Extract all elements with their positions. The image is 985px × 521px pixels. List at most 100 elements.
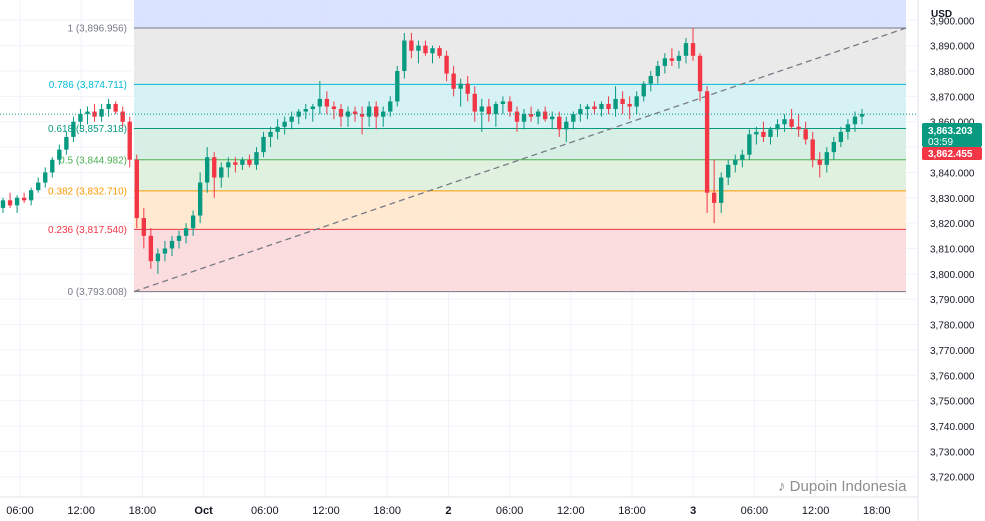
candle-body [690,43,696,56]
candle-body [838,131,844,142]
candle-body [162,248,168,254]
secondary-price-tag [922,147,982,160]
candle-body [7,200,13,206]
candle-body [585,106,590,110]
price-tick-label: 3,840.000 [930,168,975,179]
fibonacci-label: 0.5 (3,844.982) [59,155,127,166]
time-tick-label: Oct [194,505,213,517]
candle-body [36,182,41,191]
candle-body [472,93,477,112]
candle-body [676,55,682,61]
fibonacci-zone [134,190,906,230]
fibonacci-zones [134,0,906,292]
candle-body [486,106,492,115]
candle-body [247,159,252,165]
candle-body [338,109,344,117]
fibonacci-label: 0.618 (3,857.318) [48,124,127,135]
candle-body [465,83,470,94]
candle-body [219,167,224,178]
candle-body [451,73,456,89]
fibonacci-zone [134,159,906,191]
candle-body [704,91,710,193]
candle-body [359,114,365,117]
candle-body [634,96,639,107]
candle-body [409,40,414,51]
candle-body [500,101,506,104]
candle-body [557,116,562,130]
candle-body [141,218,147,236]
candle-body [641,83,646,97]
price-tick-label: 3,800.000 [930,270,975,281]
price-tick-label: 3,870.000 [930,92,975,103]
time-tick-label: 12:00 [67,505,95,517]
price-tick-label: 3,830.000 [930,194,975,205]
candle-body [648,76,653,84]
candle-body [148,235,154,262]
candle-body [733,159,738,165]
candle-body [190,215,196,229]
candle-body [310,106,315,110]
current-price-value: 3,863.203 [928,126,973,137]
candle-body [317,98,323,107]
candle-body [226,162,231,168]
time-tick-label: 18:00 [863,505,891,517]
currency-label: USD [931,9,952,20]
candle-body [599,103,604,110]
candle-body [613,98,618,110]
price-tags: 3,863.203 03:59 3,862.455 [922,123,982,160]
time-tick-label: 3 [690,505,696,517]
candle-body [113,103,118,112]
candle-body [78,114,83,122]
time-axis[interactable]: 06:00 12:00 18:00 Oct 06:00 12:00 18:00 2 06:00 1… [0,496,918,517]
candle-body [268,131,273,137]
price-tick-label: 3,880.000 [930,67,975,78]
candle-body [50,159,55,173]
countdown-value: 03:59 [928,137,953,148]
candle-body [176,235,182,241]
candle-body [845,124,851,132]
fibonacci-levels[interactable]: 1 (3,896.956) 0.786 (3,874.711) 0.618 (3,8… [48,24,906,299]
candle-body [197,182,203,216]
candle-body [761,131,766,137]
candle-body [662,58,668,66]
fibonacci-label: 0.786 (3,874.711) [49,80,127,91]
candle-body [606,103,611,110]
candle-body [824,152,829,165]
candle-body [233,162,238,165]
price-tick-label: 3,770.000 [930,346,975,357]
candle-body [831,142,837,153]
price-tick-label: 3,750.000 [930,397,975,408]
time-tick-label: 18:00 [618,505,646,517]
time-tick-label: 2 [445,505,451,517]
candle-body [507,101,513,112]
candle-body [789,119,794,127]
time-tick-label: 18:00 [373,505,401,517]
candle-body [430,48,435,54]
candle-body [366,106,372,117]
trend-line[interactable] [133,27,907,293]
candle-body [852,116,858,125]
candle-body [14,197,20,206]
candle-body [620,98,625,104]
candle-body [373,106,379,117]
candle-body [92,111,97,117]
price-tick-label: 3,730.000 [930,447,975,458]
candle-body [28,190,34,201]
price-axis[interactable]: USD 3,900.000 3,890.000 3,880.000 3,870.000… [917,0,985,521]
candle-body [275,126,280,132]
candle-body [0,200,6,208]
candle-body [782,119,787,125]
candle-body [402,40,407,71]
fibonacci-label: 0 (3,793.008) [68,287,128,298]
candle-body [564,121,569,130]
candle-body [169,240,175,249]
candle-body [254,152,259,165]
fibonacci-label: 0.382 (3,832.710) [48,186,127,197]
candle-body [71,121,76,137]
candle-body [740,154,745,160]
time-tick-label: 18:00 [129,505,157,517]
candle-body [550,116,555,120]
fibonacci-zone [134,28,906,85]
price-tick-label: 3,810.000 [930,245,975,256]
